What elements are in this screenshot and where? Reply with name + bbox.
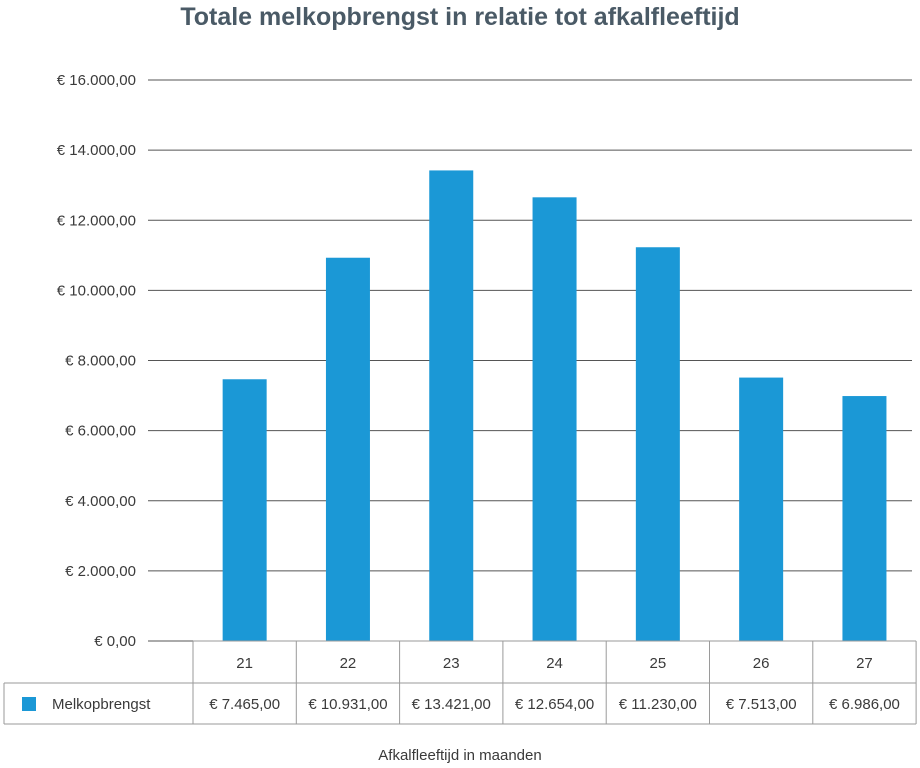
y-tick-label: € 14.000,00 — [57, 142, 136, 159]
legend-label: Melkopbrengst — [52, 696, 151, 713]
bar — [635, 247, 680, 642]
legend-swatch — [22, 697, 36, 711]
y-tick-label: € 10.000,00 — [57, 282, 136, 299]
data-label: € 11.230,00 — [619, 696, 697, 713]
x-axis-title: Afkalfleeftijd in maanden — [378, 747, 542, 764]
data-label: € 13.421,00 — [412, 696, 491, 713]
bar — [325, 257, 370, 641]
y-tick-label: € 6.000,00 — [65, 423, 136, 440]
bar — [739, 377, 784, 641]
y-axis-ticks: € 0,00 € 2.000,00 € 4.000,00 € 6.000,00 € 8.… — [57, 72, 136, 650]
x-tick-label: 27 — [856, 655, 873, 672]
y-tick-label: € 2.000,00 — [65, 563, 136, 580]
y-tick-label: € 4.000,00 — [65, 493, 136, 510]
x-tick-label: 21 — [236, 655, 253, 672]
x-tick-label: 26 — [753, 655, 770, 672]
bar — [429, 170, 474, 641]
chart-title: Totale melkopbrengst in relatie tot afka… — [180, 3, 740, 31]
y-tick-label: € 8.000,00 — [65, 353, 136, 370]
data-label: € 6.986,00 — [829, 696, 900, 713]
data-table: 21 € 7.465,00 22 € 10.931,00 23 € 13.421,00 24… — [3, 640, 917, 725]
data-label: € 12.654,00 — [515, 696, 594, 713]
x-tick-label: 24 — [546, 655, 563, 672]
bar — [532, 197, 577, 641]
bars — [222, 170, 887, 642]
x-tick-label: 25 — [650, 655, 667, 672]
y-tick-label: € 0,00 — [94, 633, 136, 650]
x-tick-label: 23 — [443, 655, 460, 672]
bar — [842, 396, 887, 641]
data-label: € 7.513,00 — [726, 696, 797, 713]
data-label: € 10.931,00 — [308, 696, 387, 713]
data-label: € 7.465,00 — [209, 696, 280, 713]
y-tick-label: € 16.000,00 — [57, 72, 136, 89]
bar — [222, 379, 267, 641]
x-tick-label: 22 — [340, 655, 357, 672]
y-tick-label: € 12.000,00 — [57, 212, 136, 229]
